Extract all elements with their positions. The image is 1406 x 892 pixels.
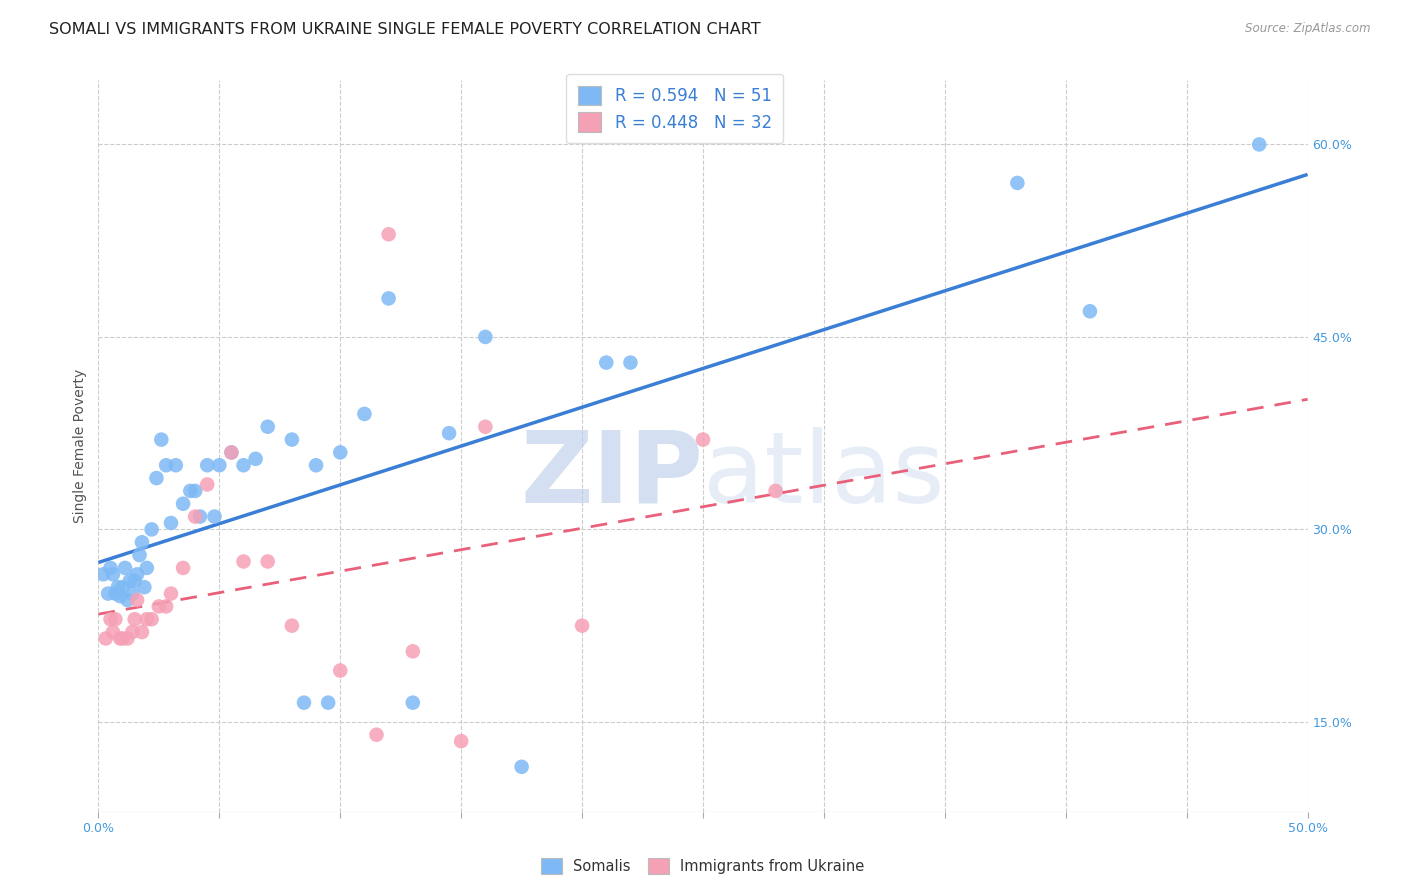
Point: [104, 586, 127, 600]
Point: [148, 599, 170, 614]
Point: [101, 567, 124, 582]
Point: [145, 471, 167, 485]
Point: [100, 612, 122, 626]
Point: [184, 509, 207, 524]
Point: [165, 458, 187, 473]
Point: [135, 561, 157, 575]
Legend: Somalis, Immigrants from Ukraine: Somalis, Immigrants from Ukraine: [536, 852, 870, 880]
Point: [111, 580, 134, 594]
Text: Source: ZipAtlas.com: Source: ZipAtlas.com: [1246, 22, 1371, 36]
Point: [172, 497, 194, 511]
Point: [124, 574, 146, 588]
Point: [111, 632, 134, 646]
Point: [208, 458, 231, 473]
Point: [1078, 304, 1101, 318]
Point: [221, 445, 243, 459]
Text: SOMALI VS IMMIGRANTS FROM UKRAINE SINGLE FEMALE POVERTY CORRELATION CHART: SOMALI VS IMMIGRANTS FROM UKRAINE SINGLE…: [49, 22, 761, 37]
Point: [160, 586, 183, 600]
Point: [256, 554, 278, 568]
Point: [366, 728, 388, 742]
Point: [100, 561, 122, 575]
Point: [121, 625, 143, 640]
Point: [474, 419, 496, 434]
Point: [172, 561, 194, 575]
Point: [104, 612, 127, 626]
Point: [450, 734, 472, 748]
Point: [571, 618, 593, 632]
Point: [281, 618, 304, 632]
Point: [232, 554, 254, 568]
Text: ZIP: ZIP: [520, 426, 703, 524]
Point: [221, 445, 243, 459]
Point: [184, 483, 207, 498]
Point: [141, 523, 163, 537]
Point: [377, 292, 399, 306]
Text: atlas: atlas: [703, 426, 945, 524]
Point: [121, 586, 143, 600]
Point: [94, 632, 117, 646]
Point: [108, 632, 131, 646]
Point: [91, 567, 114, 582]
Point: [195, 458, 218, 473]
Point: [692, 433, 714, 447]
Y-axis label: Single Female Poverty: Single Female Poverty: [73, 369, 87, 523]
Point: [179, 483, 201, 498]
Point: [141, 612, 163, 626]
Point: [155, 599, 177, 614]
Point: [195, 477, 218, 491]
Point: [108, 589, 131, 603]
Point: [232, 458, 254, 473]
Point: [316, 696, 339, 710]
Point: [150, 433, 173, 447]
Point: [135, 612, 157, 626]
Point: [127, 593, 149, 607]
Point: [256, 419, 278, 434]
Point: [329, 664, 352, 678]
Legend: R = 0.594   N = 51, R = 0.448   N = 32: R = 0.594 N = 51, R = 0.448 N = 32: [567, 74, 783, 144]
Point: [118, 574, 141, 588]
Point: [245, 451, 267, 466]
Point: [329, 445, 352, 459]
Point: [204, 509, 226, 524]
Point: [765, 483, 787, 498]
Point: [128, 548, 150, 562]
Point: [437, 426, 460, 441]
Point: [377, 227, 399, 242]
Point: [305, 458, 328, 473]
Point: [1249, 137, 1271, 152]
Point: [155, 458, 177, 473]
Point: [188, 509, 211, 524]
Point: [101, 625, 124, 640]
Point: [402, 696, 425, 710]
Point: [107, 580, 129, 594]
Point: [281, 433, 304, 447]
Point: [131, 625, 153, 640]
Point: [114, 561, 136, 575]
Point: [97, 586, 120, 600]
Point: [117, 632, 139, 646]
Point: [474, 330, 496, 344]
Point: [353, 407, 375, 421]
Point: [124, 612, 146, 626]
Point: [510, 760, 533, 774]
Point: [595, 355, 617, 369]
Point: [402, 644, 425, 658]
Point: [117, 593, 139, 607]
Point: [1007, 176, 1029, 190]
Point: [134, 580, 156, 594]
Point: [131, 535, 153, 549]
Point: [619, 355, 641, 369]
Point: [160, 516, 183, 530]
Point: [292, 696, 315, 710]
Point: [127, 567, 149, 582]
